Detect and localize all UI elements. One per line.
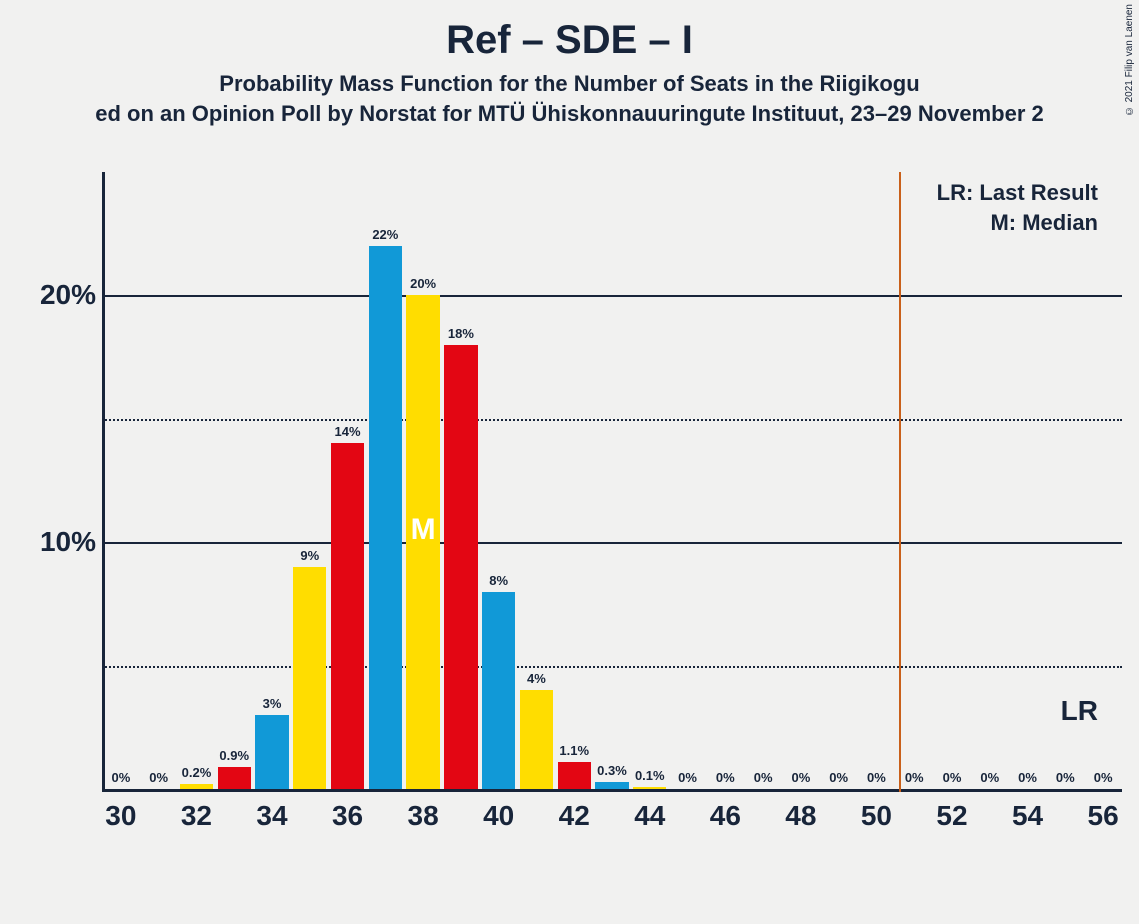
bar [595,782,628,789]
bar [180,784,213,789]
bar-value-label: 0% [1094,770,1113,785]
bar-value-label: 0.3% [597,763,627,778]
bar-value-label: 18% [448,326,474,341]
bar-value-label: 20% [410,276,436,291]
bar-value-label: 0% [980,770,999,785]
lr-axis-label: LR [1061,695,1098,727]
bar-value-label: 0% [111,770,130,785]
bar-value-label: 0% [754,770,773,785]
copyright-text: © 2021 Filip van Laenen [1124,4,1135,116]
bar [255,715,288,789]
bar [218,767,251,789]
x-tick-label: 44 [634,800,665,832]
x-tick-label: 54 [1012,800,1043,832]
bar-value-label: 0.9% [219,748,249,763]
bar-value-label: 22% [372,227,398,242]
bar [482,592,515,789]
bar-value-label: 0% [1018,770,1037,785]
y-tick-label: 20% [16,279,96,311]
bar-value-label: 0% [905,770,924,785]
x-tick-label: 42 [559,800,590,832]
bar [293,567,326,789]
bar-value-label: 0% [1056,770,1075,785]
legend: LR: Last Result M: Median [937,180,1098,240]
bar-value-label: 0% [678,770,697,785]
grid-minor [102,666,1122,668]
bar-value-label: 0.2% [182,765,212,780]
grid-minor [102,419,1122,421]
y-axis [102,172,105,792]
grid-major [102,295,1122,297]
chart-area: LR: Last Result M: Median 10%20%LR0%0%0.… [92,172,1122,852]
x-tick-label: 56 [1088,800,1119,832]
x-tick-label: 52 [936,800,967,832]
x-tick-label: 34 [256,800,287,832]
median-marker: M [411,513,436,547]
bar-value-label: 4% [527,671,546,686]
bar-value-label: 0% [716,770,735,785]
bar-value-label: 0% [943,770,962,785]
x-tick-label: 38 [408,800,439,832]
x-tick-label: 50 [861,800,892,832]
x-tick-label: 48 [785,800,816,832]
title-block: Ref – SDE – I Probability Mass Function … [0,0,1139,127]
x-tick-label: 46 [710,800,741,832]
lr-line [899,172,901,792]
y-tick-label: 10% [16,526,96,558]
bar [558,762,591,789]
x-tick-label: 40 [483,800,514,832]
bar-value-label: 0% [791,770,810,785]
x-tick-label: 32 [181,800,212,832]
grid-major [102,542,1122,544]
bar [520,690,553,789]
bar-value-label: 1.1% [559,743,589,758]
chart-source: ed on an Opinion Poll by Norstat for MTÜ… [0,101,1139,127]
bar-value-label: 14% [335,424,361,439]
bar-value-label: 0% [829,770,848,785]
plot-area: LR: Last Result M: Median 10%20%LR0%0%0.… [102,172,1122,792]
chart-subtitle: Probability Mass Function for the Number… [0,71,1139,97]
x-axis [102,789,1122,792]
x-tick-label: 36 [332,800,363,832]
bar-value-label: 9% [300,548,319,563]
chart-title: Ref – SDE – I [0,18,1139,63]
legend-lr: LR: Last Result [937,180,1098,206]
x-tick-label: 30 [105,800,136,832]
bar [633,787,666,789]
bar-value-label: 0% [867,770,886,785]
bar-value-label: 0.1% [635,768,665,783]
bar-value-label: 0% [149,770,168,785]
bar [331,443,364,789]
legend-median: M: Median [937,210,1098,236]
bar-value-label: 8% [489,573,508,588]
bar [369,246,402,789]
bar [444,345,477,789]
bar-value-label: 3% [263,696,282,711]
